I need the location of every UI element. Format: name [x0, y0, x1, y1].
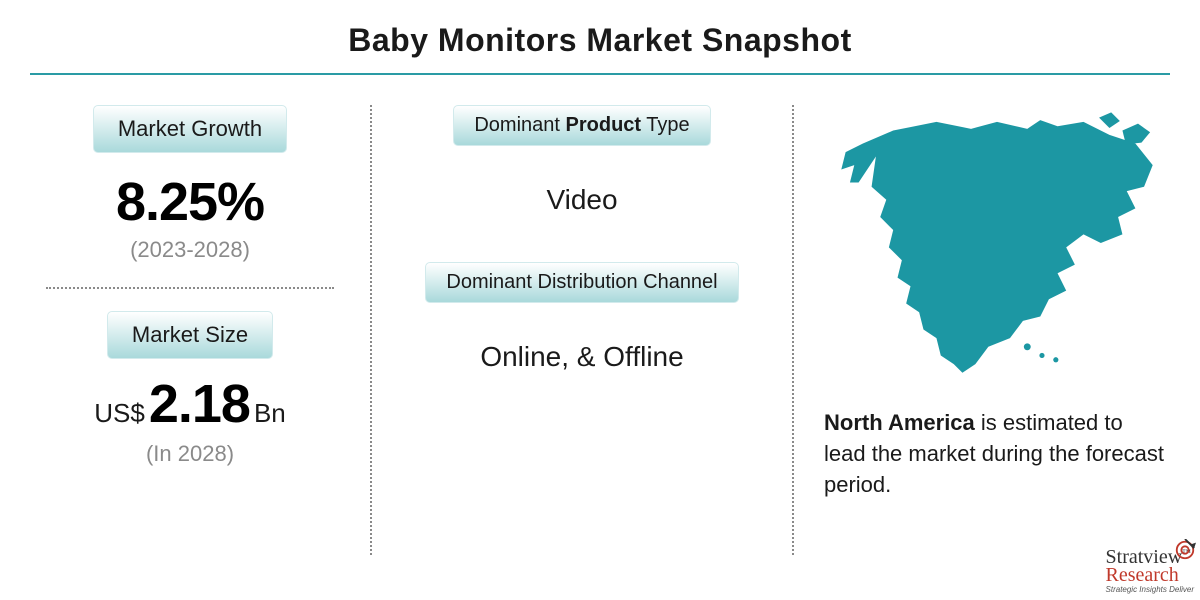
product-type-pill: Dominant Product Type	[453, 105, 710, 146]
column-middle: Dominant Product Type Video Dominant Dis…	[392, 75, 772, 595]
size-label-pill: Market Size	[107, 311, 273, 359]
target-icon	[1174, 539, 1196, 561]
north-america-map-icon	[824, 93, 1170, 393]
page-title: Baby Monitors Market Snapshot	[0, 0, 1200, 73]
dist-channel-pill: Dominant Distribution Channel	[425, 262, 738, 303]
product-label-bold: Product	[566, 114, 642, 136]
brand-logo: Stratview™ Research Strategic Insights D…	[1106, 547, 1194, 594]
product-label-pre: Dominant	[474, 114, 565, 136]
growth-period: (2023-2028)	[42, 237, 338, 263]
region-caption: North America is estimated to lead the m…	[824, 408, 1170, 500]
content-columns: Market Growth 8.25% (2023-2028) Market S…	[0, 75, 1200, 595]
dotted-divider-h	[46, 287, 334, 289]
logo-line2: Research	[1106, 565, 1194, 585]
dist-value: Online, & Offline	[402, 341, 762, 373]
product-value: Video	[402, 184, 762, 216]
size-prefix: US$	[94, 398, 145, 429]
logo-tagline: Strategic Insights Deliver	[1106, 586, 1194, 594]
size-year: (In 2028)	[42, 441, 338, 467]
dotted-divider-v2	[792, 105, 794, 555]
size-value-wrap: US$ 2.18 Bn	[42, 377, 338, 431]
size-unit: Bn	[254, 398, 286, 429]
dotted-divider-v1	[370, 105, 372, 555]
size-value: 2.18	[149, 377, 250, 431]
growth-value: 8.25%	[42, 171, 338, 233]
growth-label-pill: Market Growth	[93, 105, 287, 153]
column-left: Market Growth 8.25% (2023-2028) Market S…	[30, 75, 350, 595]
product-label-post: Type	[641, 114, 690, 136]
column-right: North America is estimated to lead the m…	[814, 75, 1170, 595]
region-name: North America	[824, 410, 975, 435]
